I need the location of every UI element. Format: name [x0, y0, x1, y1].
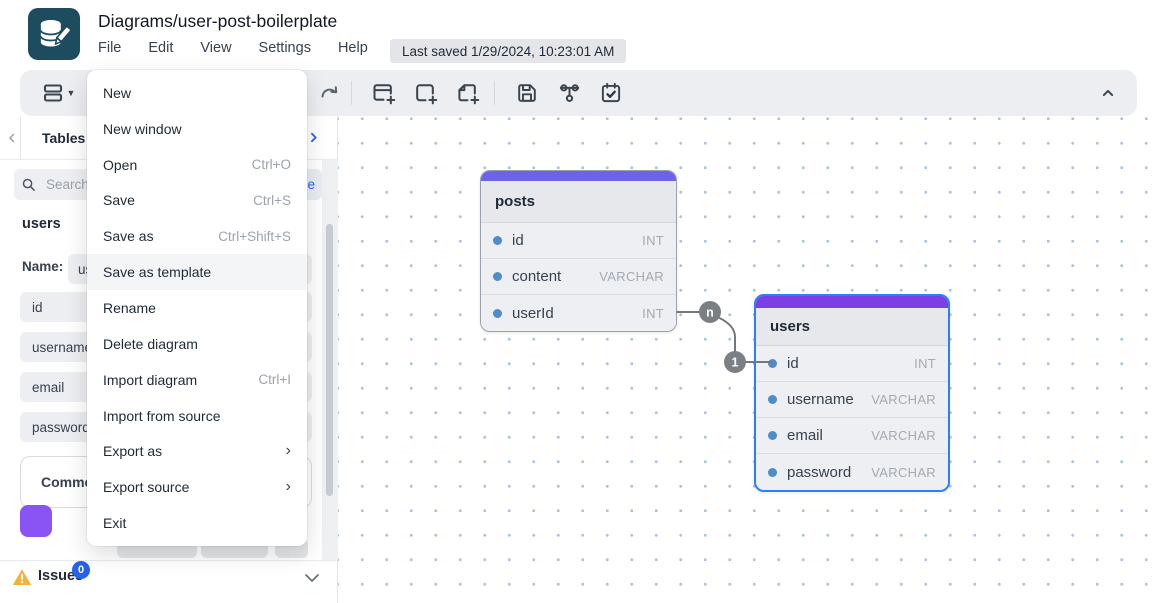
- field-type: VARCHAR: [871, 464, 936, 480]
- entity-table-posts[interactable]: posts id INT content VARCHAR userId INT: [480, 170, 677, 332]
- file-menu-item-rename[interactable]: Rename: [103, 299, 156, 316]
- table-title[interactable]: posts: [481, 181, 676, 223]
- app-logo: [28, 8, 80, 60]
- file-menu-item-delete-diagram[interactable]: Delete diagram: [103, 335, 198, 352]
- field-type: INT: [642, 233, 664, 248]
- relationship-layer: n 1: [676, 301, 772, 373]
- menu-settings[interactable]: Settings: [258, 40, 311, 56]
- file-menu-item-save-as[interactable]: Save as Ctrl+Shift+S: [103, 228, 291, 245]
- field-type: VARCHAR: [599, 269, 664, 284]
- table-color-swatch[interactable]: [20, 505, 52, 537]
- field-dot-icon: [493, 308, 502, 318]
- cardinality-one-marker: [724, 351, 746, 373]
- page-title: Diagrams/user-post-boilerplate: [98, 11, 338, 31]
- todo-button[interactable]: [596, 79, 626, 107]
- issues-count-badge: 0: [72, 561, 90, 579]
- field-type: INT: [914, 356, 936, 371]
- file-menu-item-import-diagram[interactable]: Import diagram Ctrl+I: [103, 371, 291, 388]
- field-name: password: [787, 463, 852, 481]
- save-button[interactable]: [512, 79, 542, 107]
- chevron-down-icon: ▼: [66, 88, 76, 98]
- sidebar-scrollbar[interactable]: [326, 224, 333, 496]
- field-dot-icon: [493, 272, 502, 281]
- cardinality-many-marker: [699, 301, 721, 323]
- warning-icon: [12, 569, 32, 585]
- redo-button[interactable]: [314, 79, 344, 107]
- table-accent-bar: [481, 171, 676, 181]
- file-menu-item-export-source[interactable]: Export source ›: [103, 478, 291, 496]
- relationships-button[interactable]: [554, 79, 584, 107]
- entity-table-users[interactable]: users id INT username VARCHAR email VARC…: [754, 294, 950, 492]
- table-row[interactable]: userId INT: [481, 295, 676, 331]
- file-menu-item-open[interactable]: Open Ctrl+O: [103, 156, 291, 173]
- add-table-tool-button[interactable]: [368, 79, 398, 107]
- save-icon: [518, 84, 536, 102]
- sidebar-divider: [0, 560, 337, 561]
- file-menu-item-exit[interactable]: Exit: [103, 515, 127, 532]
- chevron-up-icon: [1102, 89, 1114, 97]
- diagram-canvas[interactable]: posts id INT content VARCHAR userId INT …: [338, 116, 1163, 603]
- table-title[interactable]: users: [756, 308, 948, 346]
- field-name: content: [512, 268, 562, 285]
- menu-edit[interactable]: Edit: [148, 40, 174, 56]
- table-row[interactable]: password VARCHAR: [756, 454, 948, 490]
- menu-view[interactable]: View: [200, 40, 232, 56]
- tabs-prev-icon[interactable]: [5, 130, 19, 146]
- view-mode-icon: [43, 84, 62, 102]
- name-label: Name:: [22, 259, 64, 274]
- file-menu-item-export-as[interactable]: Export as ›: [103, 442, 291, 460]
- table-accordion-users[interactable]: users: [22, 216, 61, 232]
- field-name: email: [787, 427, 823, 444]
- table-row[interactable]: id INT: [481, 223, 676, 259]
- field-name: id: [512, 232, 524, 249]
- file-menu-item-import-from-source[interactable]: Import from source: [103, 407, 221, 424]
- field-name: id: [787, 355, 799, 372]
- relationships-icon: [559, 83, 579, 102]
- menu-file[interactable]: File: [98, 40, 122, 56]
- add-area-icon: [415, 83, 437, 104]
- add-area-tool-button[interactable]: [410, 79, 440, 107]
- issues-label[interactable]: Issues: [38, 568, 84, 584]
- field-dot-icon: [493, 236, 502, 245]
- field-name: username: [787, 391, 854, 408]
- field-dot-icon: [768, 395, 777, 404]
- file-menu: New New window Open Ctrl+O Save Ctrl+S Sav…: [87, 70, 307, 546]
- table-row[interactable]: content VARCHAR: [481, 259, 676, 295]
- file-menu-item-save[interactable]: Save Ctrl+S: [103, 192, 291, 209]
- menu-help[interactable]: Help: [337, 40, 368, 56]
- todo-icon: [601, 82, 621, 103]
- toolbar-divider: [494, 81, 495, 105]
- file-menu-item-new-window[interactable]: New window: [103, 120, 182, 137]
- redo-icon: [321, 86, 338, 98]
- table-row[interactable]: username VARCHAR: [756, 382, 948, 418]
- table-row[interactable]: id INT: [756, 346, 948, 382]
- toolbar-divider: [351, 81, 352, 105]
- add-table-icon: [372, 83, 395, 104]
- search-icon: [22, 178, 35, 191]
- table-accent-bar: [756, 296, 948, 308]
- field-type: VARCHAR: [871, 392, 936, 407]
- file-menu-item-new[interactable]: New: [103, 84, 132, 101]
- add-note-icon: [457, 83, 479, 104]
- view-mode-button[interactable]: ▼: [36, 79, 80, 107]
- cardinality-one-label: 1: [732, 356, 739, 370]
- cardinality-many-label: n: [706, 306, 714, 320]
- field-dot-icon: [768, 467, 777, 477]
- tabs-next-icon[interactable]: [306, 129, 321, 146]
- database-pencil-icon: [39, 19, 72, 47]
- file-menu-item-save-as-template[interactable]: Save as template: [87, 254, 307, 291]
- table-row[interactable]: email VARCHAR: [756, 418, 948, 454]
- add-note-tool-button[interactable]: [452, 79, 482, 107]
- submenu-arrow-icon: ›: [285, 442, 291, 460]
- field-type: VARCHAR: [871, 428, 936, 443]
- menubar: File Edit View Settings Help: [98, 40, 368, 56]
- collapse-toolbar-button[interactable]: [1093, 79, 1123, 107]
- issues-collapse-chevron-icon[interactable]: [303, 572, 321, 584]
- last-saved-badge: Last saved 1/29/2024, 10:23:01 AM: [390, 39, 627, 63]
- submenu-arrow-icon: ›: [285, 478, 291, 496]
- field-dot-icon: [768, 359, 777, 368]
- field-dot-icon: [768, 431, 777, 440]
- field-name: userId: [512, 304, 554, 322]
- field-type: INT: [642, 305, 664, 321]
